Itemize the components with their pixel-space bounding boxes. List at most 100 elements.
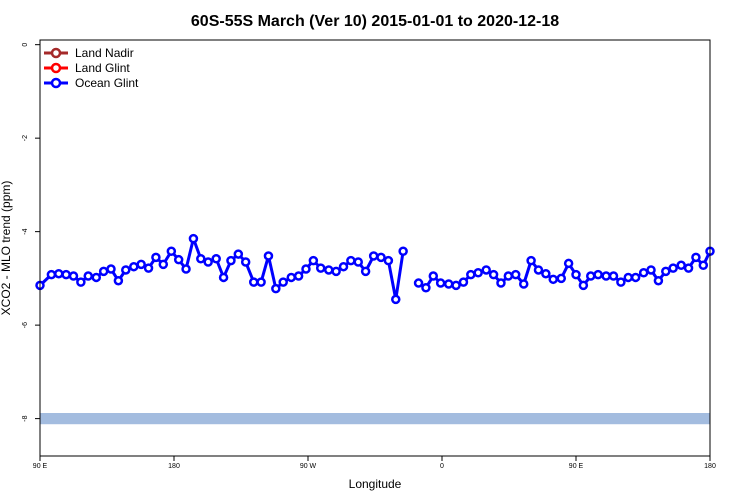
ocean-glint-point [563,258,574,269]
ocean-glint-point [293,271,304,281]
ocean-glint-point [68,271,79,281]
x-tick-label: 90 W [300,463,317,470]
ocean-glint-point [668,263,678,273]
ocean-glint-point [571,269,581,280]
ocean-glint-point [646,265,656,275]
ocean-glint-point [601,271,611,281]
ocean-glint-point [226,255,236,266]
ocean-glint-point [136,259,146,270]
legend-label: Land Glint [75,61,130,75]
ocean-glint-point [473,268,483,278]
reference-band [40,412,710,425]
ocean-glint-point [458,277,469,287]
ocean-glint-point [413,278,424,288]
ocean-glint-point [324,265,334,275]
y-tick-label: -2 [22,135,29,141]
ocean-glint-point [630,272,641,283]
ocean-glint-point [391,294,401,305]
ocean-glint-point [286,272,296,283]
band-layer [40,412,710,425]
series-layer [35,233,715,305]
ocean-glint-point [585,271,596,281]
ocean-glint-point [481,265,491,275]
axis-layer: 90 E 180 90 W 0 90 E 180 0 -2 -4 -6 -8 [22,43,716,470]
ocean-glint-point [54,268,64,279]
ocean-glint-point [113,275,124,286]
ocean-glint-point [435,278,446,288]
ocean-glint-point [188,233,199,244]
ocean-glint-line [417,250,712,290]
ocean-glint-point [203,257,213,267]
ocean-glint-point [593,269,603,280]
ocean-glint-point [623,272,634,283]
ocean-glint-point [151,252,161,263]
ocean-glint-point [129,261,139,272]
ocean-glint-point [676,260,686,271]
ocean-glint-point [346,255,356,266]
ocean-glint-point [488,269,499,280]
ocean-glint-point [271,283,281,294]
x-tick-label: 180 [704,463,716,470]
ocean-glint-point [196,254,206,264]
legend-item-ocean-glint: Ocean Glint [44,76,139,90]
x-tick-label: 90 E [569,463,584,470]
legend-swatch-marker [50,77,62,89]
ocean-glint-point [518,279,529,289]
ocean-glint-point [46,269,57,280]
x-tick-label: 90 E [33,463,48,470]
legend-label: Land Nadir [75,46,134,60]
ocean-glint-point [691,252,701,263]
ocean-glint-point [443,279,454,289]
ocean-glint-point [556,273,567,284]
ocean-glint-point [353,257,363,267]
ocean-glint-point [698,260,709,271]
ocean-glint-point [510,269,521,280]
ocean-glint-point [368,251,379,261]
ocean-glint-point [83,271,93,281]
ocean-glint-point [233,249,244,259]
ocean-glint-point [256,277,266,287]
y-tick-label: -4 [22,228,29,234]
ocean-glint-point [653,275,664,286]
ocean-glint-point [548,274,558,285]
x-tick-label: 0 [440,463,444,470]
ocean-glint-point [466,269,476,280]
legend-item-land-nadir: Land Nadir [44,46,134,60]
x-tick-label: 180 [168,463,180,470]
ocean-glint-point [143,263,154,273]
ocean-glint-point [121,265,131,275]
ocean-glint-point [278,277,288,287]
legend-label: Ocean Glint [75,76,139,90]
ocean-glint-point [360,266,371,277]
ocean-glint-point [248,277,259,287]
ocean-glint-point [301,264,311,274]
legend-swatch-marker [50,47,62,59]
legend-item-land-glint: Land Glint [44,61,130,75]
y-axis-label: XCO2 - MLO trend (ppm) [0,181,13,316]
ocean-glint-point [61,269,71,280]
legend-swatch-marker [50,62,62,74]
ocean-glint-point [638,268,649,278]
ocean-glint-point [211,254,221,264]
ocean-glint-point [503,271,514,281]
ocean-glint-point [376,252,386,263]
ocean-glint-point [315,263,326,273]
ocean-glint-point [451,280,461,291]
ocean-glint-point [181,264,191,274]
ocean-glint-point [338,261,349,272]
ocean-glint-point [91,272,102,283]
y-tick-label: 0 [22,43,29,47]
ocean-glint-point [106,264,116,274]
y-tick-label: -6 [22,322,29,328]
ocean-glint-point [240,257,251,267]
ocean-glint-point [578,280,589,291]
ocean-glint-point [166,246,177,257]
ocean-glint-point [98,266,109,277]
plot-frame [39,39,711,457]
ocean-glint-point [428,271,439,281]
ocean-glint-point [526,255,536,266]
ocean-glint-point [683,263,694,273]
ocean-glint-point [398,246,408,257]
